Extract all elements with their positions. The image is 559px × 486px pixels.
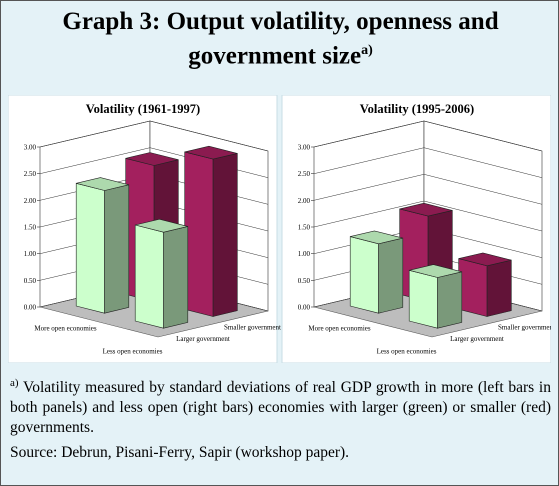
y-tick-label: 2.50 [24, 170, 37, 178]
chart-title: Volatility (1995-2006) [360, 102, 474, 116]
bar-front [408, 269, 438, 329]
footnote-marker: a) [10, 377, 19, 389]
footnote-text: Volatility measured by standard deviatio… [10, 379, 551, 437]
grid-line [313, 120, 543, 152]
x-category-label: Less open economies [377, 348, 437, 356]
y-tick-label: 2.00 [24, 197, 37, 205]
y-tick-label: 2.50 [298, 170, 311, 178]
bar-front [458, 258, 488, 317]
bar-top [76, 177, 129, 191]
bar-side [163, 226, 189, 329]
bar [134, 218, 189, 329]
y-tick-label: 1.00 [24, 250, 37, 258]
bar-top [135, 218, 188, 233]
bar-front [184, 151, 214, 317]
bar [408, 264, 463, 329]
y-tick-label: 1.50 [24, 224, 37, 232]
bar-side [486, 259, 512, 317]
chart-panel: Volatility (1995-2006) 0.00 0.50 1.00 1.50 2.… [281, 95, 551, 363]
x-category-label: Less open economies [103, 348, 163, 356]
bar [184, 145, 238, 317]
charts: Volatility (1961-1997) 0.00 0.50 1.00 1.50 2.… [8, 95, 551, 363]
source: Source: Debrun, Pisani-Ferry, Sapir (wor… [10, 444, 350, 461]
grid-line [313, 174, 543, 205]
bar-top [184, 145, 238, 160]
y-tick-label: 0.00 [298, 304, 311, 312]
grid-line [39, 120, 269, 152]
depth-category-label: Larger government [450, 335, 504, 343]
depth-category-label: Smaller government [224, 324, 281, 332]
bar-side [437, 271, 463, 329]
footnote: a) Volatility measured by standard devia… [10, 373, 551, 438]
bar-front [134, 224, 164, 329]
chart-title: Volatility (1961-1997) [86, 102, 200, 116]
bar-top [125, 152, 179, 166]
grid-line [313, 200, 543, 232]
bar-top [409, 264, 462, 278]
y-tick-label: 0.00 [24, 304, 37, 312]
x-category-label: More open economies [34, 325, 96, 333]
title-block: Graph 3: Output volatility, openness and… [11, 7, 550, 70]
bar-side [378, 237, 404, 314]
bar [75, 177, 130, 314]
bar-top [350, 230, 403, 245]
y-tick-label: 3.00 [24, 144, 37, 152]
bar [458, 252, 512, 317]
y-tick-label: 3.00 [298, 144, 311, 152]
depth-category-label: Larger government [176, 335, 230, 343]
y-tick-label: 0.50 [24, 277, 37, 285]
bar-side [212, 153, 238, 317]
chart-panel: Volatility (1961-1997) 0.00 0.50 1.00 1.50 2.… [8, 95, 281, 363]
y-tick-label: 1.00 [298, 250, 311, 258]
bar-top [458, 252, 512, 267]
bar-side [104, 184, 130, 314]
bar-top [399, 202, 453, 217]
y-tick-label: 2.00 [298, 197, 311, 205]
bar-front [75, 182, 105, 314]
depth-category-label: Smaller government [498, 324, 551, 332]
y-tick-label: 0.50 [298, 277, 311, 285]
title: Graph 3: Output volatility, openness and… [62, 8, 499, 70]
bar [349, 230, 404, 314]
title-note: a) [361, 43, 373, 58]
grid-line [313, 147, 543, 178]
y-tick-label: 1.50 [298, 224, 311, 232]
bar-front [349, 236, 379, 314]
x-category-label: More open economies [308, 325, 370, 333]
